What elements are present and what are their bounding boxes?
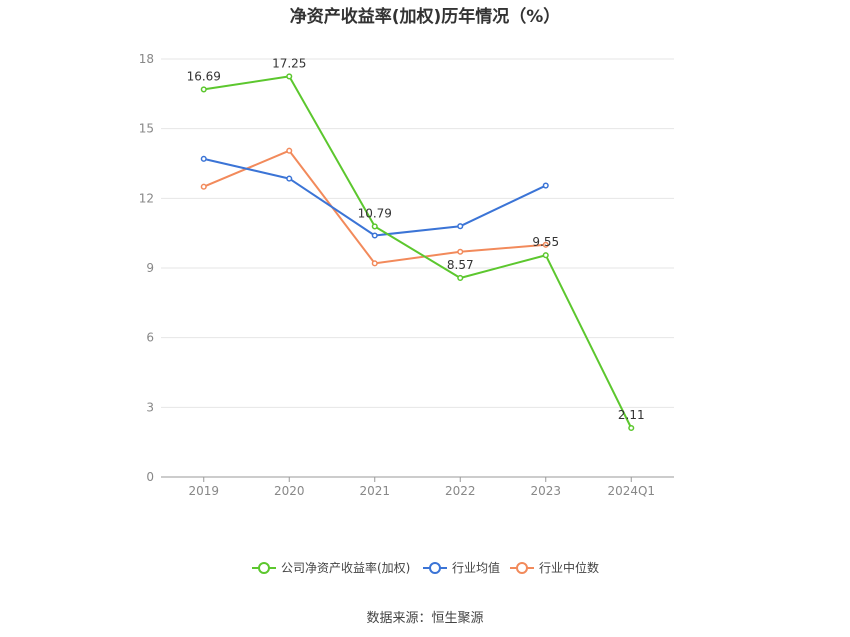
data-point xyxy=(457,223,464,230)
x-tick-label: 2022 xyxy=(445,484,476,498)
data-point xyxy=(200,86,207,93)
data-point xyxy=(286,73,293,80)
y-tick-label: 12 xyxy=(139,191,154,205)
data-point xyxy=(542,241,549,248)
data-label: 2.11 xyxy=(618,408,645,422)
data-label: 8.57 xyxy=(447,258,474,272)
data-label: 9.55 xyxy=(532,235,559,249)
legend-label: 行业中位数 xyxy=(539,560,599,575)
y-tick-label: 9 xyxy=(146,261,154,275)
y-tick-label: 6 xyxy=(146,331,154,345)
chart-title: 净资产收益率(加权)历年情况（%） xyxy=(289,7,561,27)
legend: 公司净资产收益率(加权) 行业均值 行业中位数 xyxy=(252,560,599,575)
data-labels: 16.69 17.25 10.79 8.57 9.55 2.11 xyxy=(187,56,645,422)
data-point xyxy=(286,175,293,182)
data-point xyxy=(542,182,549,189)
legend-marker xyxy=(516,562,528,574)
data-point xyxy=(371,232,378,239)
series-lines xyxy=(200,73,635,432)
y-tick-label: 3 xyxy=(146,400,154,414)
data-label: 16.69 xyxy=(187,69,221,83)
legend-label: 公司净资产收益率(加权) xyxy=(281,560,410,575)
data-point xyxy=(200,155,207,162)
data-point xyxy=(286,147,293,154)
data-point xyxy=(457,248,464,255)
x-tick-label: 2023 xyxy=(530,484,561,498)
legend-marker xyxy=(429,562,441,574)
y-tick-label: 18 xyxy=(139,52,154,66)
axes: 0 3 6 9 12 15 18 2019 2020 2021 2022 2023 2024Q1 xyxy=(139,52,674,498)
data-label: 10.79 xyxy=(358,206,392,220)
legend-label: 行业均值 xyxy=(452,560,500,575)
data-point xyxy=(542,252,549,259)
x-tick-label: 2024Q1 xyxy=(607,484,655,498)
x-tick-label: 2019 xyxy=(188,484,219,498)
y-tick-label: 15 xyxy=(139,122,154,136)
data-point xyxy=(371,260,378,267)
data-point xyxy=(200,183,207,190)
source-note: 数据来源：恒生聚源 xyxy=(366,611,484,626)
x-tick-label: 2020 xyxy=(274,484,305,498)
data-point xyxy=(457,274,464,282)
data-point xyxy=(371,223,378,230)
legend-marker xyxy=(258,562,270,574)
x-tick-label: 2021 xyxy=(359,484,390,498)
series-line xyxy=(203,75,633,429)
data-label: 17.25 xyxy=(272,56,306,70)
y-tick-label: 0 xyxy=(146,470,154,484)
grid-lines xyxy=(161,58,674,408)
data-point xyxy=(628,424,635,432)
